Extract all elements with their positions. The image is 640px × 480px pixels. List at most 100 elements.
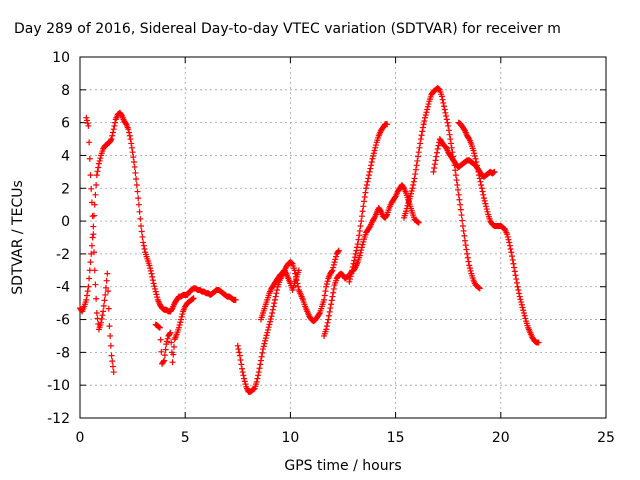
data-point xyxy=(365,175,372,182)
data-point xyxy=(349,264,356,271)
data-point xyxy=(93,181,100,188)
data-point xyxy=(455,186,462,193)
data-point xyxy=(135,201,142,208)
data-point xyxy=(325,312,332,319)
data-point xyxy=(476,285,483,292)
data-point xyxy=(254,375,261,382)
data-point xyxy=(190,295,197,302)
data-point xyxy=(271,296,278,303)
data-point xyxy=(466,262,473,269)
data-point xyxy=(413,162,420,169)
x-ticks: 0 5 10 15 20 25 xyxy=(76,57,615,446)
data-point xyxy=(366,168,373,175)
y-tick-label: 6 xyxy=(61,116,70,132)
data-points xyxy=(77,85,542,395)
data-point xyxy=(510,260,517,267)
data-point xyxy=(422,114,429,121)
data-point xyxy=(138,228,145,235)
data-point xyxy=(443,116,450,123)
data-point xyxy=(321,292,328,299)
data-point xyxy=(410,181,417,188)
data-point xyxy=(520,307,527,314)
data-point xyxy=(84,120,91,127)
data-point xyxy=(448,140,455,147)
data-point xyxy=(509,256,516,263)
data-point xyxy=(457,201,464,208)
data-point xyxy=(234,342,241,349)
data-point xyxy=(84,117,91,124)
data-point xyxy=(518,301,525,308)
data-point xyxy=(425,101,432,108)
data-point xyxy=(369,155,376,162)
data-point xyxy=(507,245,514,252)
data-point xyxy=(330,261,337,268)
data-point xyxy=(148,270,155,277)
data-point xyxy=(407,193,414,200)
data-point xyxy=(367,165,374,172)
data-point xyxy=(361,194,368,201)
data-point xyxy=(93,295,100,302)
data-point xyxy=(295,267,302,274)
data-point xyxy=(238,361,245,368)
data-point xyxy=(138,223,145,230)
data-point xyxy=(432,157,439,164)
data-point xyxy=(348,270,355,277)
data-point xyxy=(131,159,138,166)
data-point xyxy=(353,247,360,254)
data-point xyxy=(158,348,165,355)
data-point xyxy=(157,336,164,343)
data-point xyxy=(112,119,119,126)
data-point xyxy=(415,153,422,160)
data-point xyxy=(93,172,100,179)
x-tick-label: 25 xyxy=(597,430,615,446)
y-tick-label: 0 xyxy=(61,214,70,230)
data-point xyxy=(412,171,419,178)
y-tick-label: 4 xyxy=(61,148,70,164)
data-point xyxy=(347,276,354,283)
data-point xyxy=(90,231,97,238)
data-point xyxy=(98,315,105,322)
grid xyxy=(80,57,606,418)
data-point xyxy=(412,166,419,173)
data-point xyxy=(107,342,114,349)
data-point xyxy=(457,206,464,213)
data-point xyxy=(99,312,106,319)
data-point xyxy=(108,136,115,143)
data-point xyxy=(110,126,117,133)
data-point xyxy=(370,153,377,160)
data-point xyxy=(96,157,103,164)
data-point xyxy=(86,139,93,146)
data-point xyxy=(516,290,523,297)
data-point xyxy=(417,136,424,143)
data-point xyxy=(256,365,263,372)
data-point xyxy=(474,165,481,172)
data-point xyxy=(511,268,518,275)
data-point xyxy=(161,352,168,359)
x-tick-label: 15 xyxy=(387,430,405,446)
data-point xyxy=(491,168,498,175)
data-point xyxy=(86,155,93,162)
data-point xyxy=(383,212,390,219)
data-point xyxy=(153,291,160,298)
data-point xyxy=(168,339,175,346)
data-point xyxy=(473,162,480,169)
data-point xyxy=(520,309,527,316)
data-point xyxy=(108,352,115,359)
x-tick-label: 0 xyxy=(76,430,85,446)
y-tick-label: -12 xyxy=(47,411,70,427)
data-point xyxy=(263,332,270,339)
data-point xyxy=(411,175,418,182)
data-point xyxy=(272,293,279,300)
data-point xyxy=(175,324,182,331)
data-point xyxy=(462,242,469,249)
data-point xyxy=(104,270,111,277)
data-point xyxy=(100,308,107,315)
x-tick-label: 10 xyxy=(281,430,299,446)
data-point xyxy=(421,117,428,124)
data-point xyxy=(509,253,516,260)
data-point xyxy=(329,267,336,274)
data-point xyxy=(126,132,133,139)
data-point xyxy=(456,196,463,203)
data-point xyxy=(480,191,487,198)
data-point xyxy=(357,249,364,256)
